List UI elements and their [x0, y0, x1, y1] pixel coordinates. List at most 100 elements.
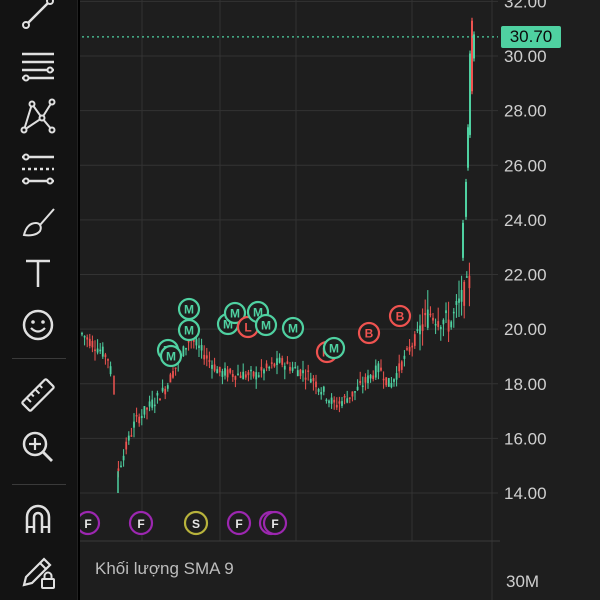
magnet-tool[interactable]: [13, 496, 63, 542]
candle-body: [203, 354, 206, 360]
candle-body: [364, 377, 367, 383]
chart-grid: [80, 0, 498, 600]
candle-body: [242, 371, 245, 380]
candle-body: [411, 345, 414, 348]
candle-body: [458, 298, 460, 303]
svg-text:M: M: [166, 350, 176, 364]
candle-body: [416, 329, 419, 332]
earnings-event-f[interactable]: F: [226, 510, 252, 536]
prediction-tool[interactable]: [13, 146, 63, 192]
pattern-tool[interactable]: [13, 93, 63, 139]
lock-drawing-icon: [22, 557, 55, 589]
candle-body: [333, 399, 336, 403]
candle-body: [400, 361, 403, 370]
price-tick-label: 32.00: [504, 0, 547, 11]
candle-body: [325, 399, 328, 402]
magnet-icon: [25, 504, 51, 533]
svg-text:M: M: [261, 319, 271, 333]
candle-body: [140, 415, 143, 419]
prediction-icon: [22, 153, 54, 185]
candle-body: [130, 435, 133, 437]
candle-body: [408, 346, 411, 352]
earnings-event-f[interactable]: F: [128, 510, 154, 536]
candle-body: [302, 370, 304, 374]
candle-body: [406, 348, 408, 350]
candle-body: [195, 339, 198, 346]
candle-body: [229, 368, 232, 373]
candle-body: [81, 332, 83, 335]
candle-body: [208, 360, 211, 362]
candle-body: [156, 392, 159, 396]
svg-text:F: F: [235, 517, 242, 531]
candle-body: [86, 337, 89, 340]
candle-body: [164, 388, 167, 395]
candle-body: [198, 345, 200, 348]
text-tool[interactable]: [13, 250, 63, 296]
fib-lines-tool[interactable]: [13, 41, 63, 87]
candle-body: [382, 378, 385, 381]
price-tick-label: 20.00: [504, 320, 547, 339]
emoji-icon: [22, 309, 54, 341]
candle-body: [234, 376, 237, 380]
brush-icon: [22, 208, 55, 237]
brush-tool[interactable]: [13, 198, 63, 244]
candle-body: [395, 373, 398, 380]
earnings-event-f[interactable]: F: [80, 510, 101, 536]
fib-lines-icon: [22, 52, 54, 82]
ruler-tool[interactable]: [13, 372, 63, 418]
emoji-tool[interactable]: [13, 302, 63, 348]
candle-body: [309, 378, 312, 383]
lock-drawing-tool[interactable]: [13, 548, 63, 594]
candle-body: [244, 374, 247, 378]
candle-body: [213, 364, 216, 371]
chart-area[interactable]: 32.00 30.00 28.00 26.00 24.00 22.00 20.00 18.00…: [80, 0, 600, 600]
candle-body: [268, 366, 271, 369]
candle-body: [182, 346, 185, 357]
candle-body: [299, 369, 302, 377]
last-price-tag: 30.70: [501, 25, 561, 48]
text-icon: [26, 259, 50, 287]
candle-body: [296, 370, 299, 377]
zoom-in-icon: [22, 431, 53, 462]
event-marker-b[interactable]: B: [388, 304, 412, 328]
zoom-in-tool[interactable]: [13, 424, 63, 470]
svg-text:M: M: [230, 307, 240, 321]
candle-body: [390, 382, 393, 388]
price-tick-label: 14.00: [504, 484, 547, 503]
candle-body: [226, 369, 229, 378]
candle-body: [146, 407, 148, 410]
candle-body: [122, 455, 125, 461]
event-marker-b[interactable]: B: [357, 321, 381, 345]
earnings-event-s[interactable]: S: [183, 510, 209, 536]
price-tick-label: 16.00: [504, 429, 547, 448]
candle-body: [367, 375, 369, 384]
volume-sma-label[interactable]: Khối lượng SMA 9: [95, 559, 234, 578]
candle-body: [255, 372, 258, 380]
candle-body: [221, 371, 224, 377]
candle-body: [276, 358, 278, 366]
candle-body: [265, 363, 268, 368]
candle-body: [465, 181, 467, 217]
event-marker-m[interactable]: M: [223, 301, 247, 325]
candle-body: [286, 361, 289, 364]
price-chart[interactable]: 32.00 30.00 28.00 26.00 24.00 22.00 20.00 18.00…: [80, 0, 600, 600]
candle-body: [348, 397, 351, 399]
trend-line-tool[interactable]: [13, 0, 63, 36]
event-marker-m[interactable]: M: [177, 318, 201, 342]
candle-body: [467, 127, 469, 168]
svg-text:F: F: [137, 517, 144, 531]
event-marker-m[interactable]: M: [254, 313, 278, 337]
candle-body: [351, 391, 354, 397]
event-marker-m[interactable]: M: [281, 316, 305, 340]
candle-body: [133, 421, 135, 428]
candle-body: [294, 366, 297, 369]
candle-body: [216, 369, 219, 374]
candle-body: [338, 401, 341, 404]
candle-body: [330, 397, 333, 404]
event-marker-m[interactable]: M: [159, 344, 183, 368]
earnings-event-f[interactable]: F: [262, 510, 288, 536]
candle-body: [109, 366, 112, 375]
event-marker-m[interactable]: M: [177, 297, 201, 321]
candle-body: [273, 363, 276, 367]
event-marker-m[interactable]: M: [322, 336, 346, 360]
